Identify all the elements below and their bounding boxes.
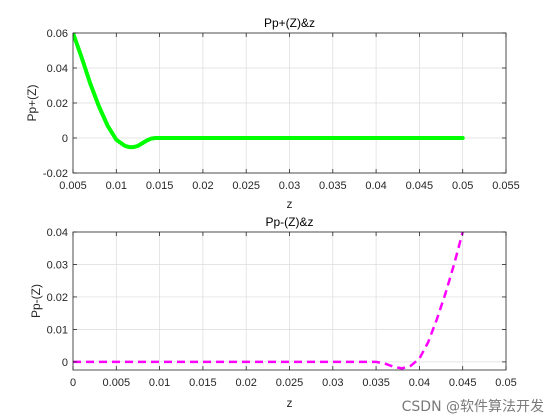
series-group-top [73, 33, 465, 150]
x-tick-label: 0.005 [103, 377, 131, 389]
series-line-top [73, 33, 465, 150]
chart-title-top: Pp+(Z)&z [264, 16, 315, 30]
series-group-bottom [73, 232, 464, 370]
x-tick-label: 0 [70, 377, 76, 389]
x-axis-label-bottom: z [287, 396, 293, 410]
x-tick-label: 0.035 [362, 377, 390, 389]
x-tick-label: 0.035 [319, 180, 347, 192]
x-tick-label: 0.025 [232, 180, 260, 192]
x-tick-label: 0.045 [406, 180, 434, 192]
x-tick-label: 0.03 [322, 377, 343, 389]
x-axis-label-top: z [287, 197, 293, 211]
x-tick-label: 0.055 [492, 180, 520, 192]
subplot-top: 0.005 0.01 0.015 0.02 0.025 0.03 0.035 0.04 0.04… [25, 16, 520, 211]
x-tick-label: 0.04 [365, 180, 386, 192]
subplot-bottom: 0 0.005 0.01 0.015 0.02 0.025 0.03 0.035 0.04 0.0… [29, 215, 517, 410]
x-tick-label: 0.01 [149, 377, 170, 389]
y-tick-label: -0.02 [43, 168, 68, 180]
y-tick-label: 0.03 [47, 259, 68, 271]
x-tick-label: 0.02 [192, 180, 213, 192]
y-tick-label: 0.04 [47, 227, 68, 239]
y-axis-label-top: Pp+(Z) [25, 84, 39, 121]
x-tick-label: 0.01 [106, 180, 127, 192]
x-tick-label: 0.015 [146, 180, 174, 192]
chart-title-bottom: Pp-(Z)&z [266, 215, 314, 229]
x-tick-label: 0.005 [59, 180, 87, 192]
y-tick-label: 0.04 [47, 63, 68, 75]
x-tick-label: 0.045 [449, 377, 477, 389]
series-line-bottom [73, 232, 464, 370]
ticks-bottom: 0 0.005 0.01 0.015 0.02 0.025 0.03 0.035 0.04 0.0… [47, 227, 517, 389]
x-tick-label: 0.015 [189, 377, 217, 389]
x-tick-label: 0.04 [409, 377, 430, 389]
y-tick-label: 0.06 [47, 28, 68, 40]
x-tick-label: 0.025 [276, 377, 304, 389]
y-tick-label: 0.02 [47, 292, 68, 304]
x-tick-label: 0.03 [279, 180, 300, 192]
y-tick-label: 0 [62, 133, 68, 145]
y-axis-label-bottom: Pp-(Z) [29, 284, 43, 318]
ticks-top: 0.005 0.01 0.015 0.02 0.025 0.03 0.035 0.04 0.04… [43, 28, 520, 192]
y-tick-label: 0.02 [47, 98, 68, 110]
x-tick-label: 0.05 [452, 180, 473, 192]
x-tick-label: 0.05 [495, 377, 516, 389]
watermark: CSDN @软件算法开发 [401, 399, 544, 415]
x-tick-label: 0.02 [235, 377, 256, 389]
y-tick-label: 0 [62, 357, 68, 369]
y-tick-label: 0.01 [47, 324, 68, 336]
